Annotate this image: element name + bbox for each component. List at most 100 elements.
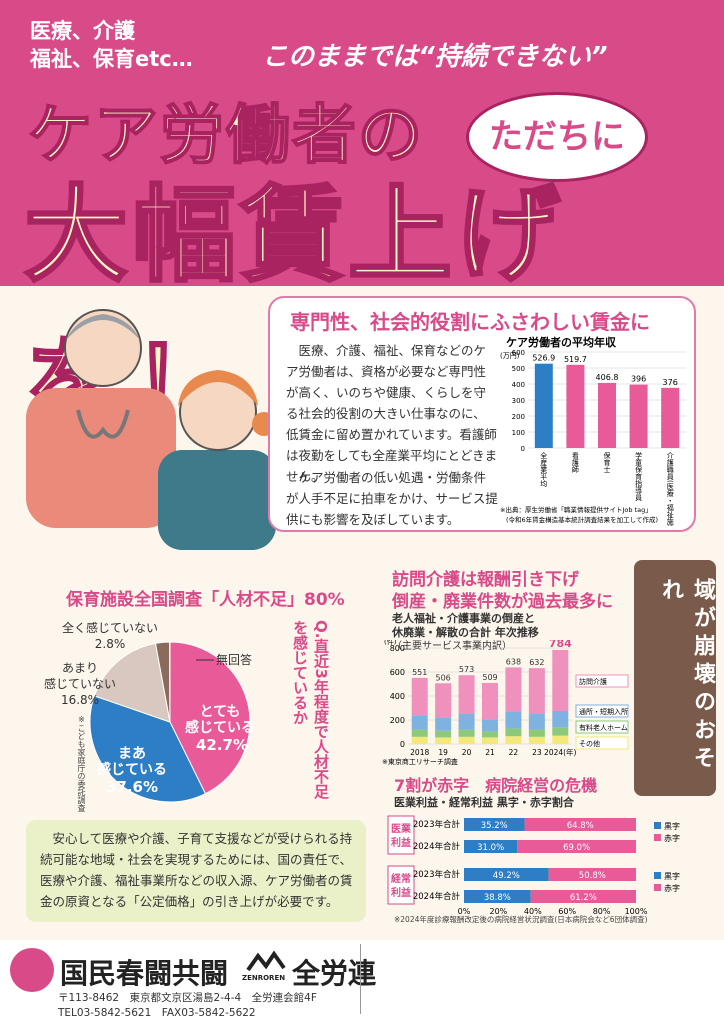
stack-legend-box	[575, 674, 629, 688]
hospital-row-label: 2024年合計	[413, 841, 461, 852]
nurse-hair	[66, 314, 140, 340]
stack-segment	[435, 717, 452, 731]
stack-segment	[435, 730, 452, 738]
wage-category-label: 全産業平均	[540, 451, 548, 488]
stack-y-tick: 400	[390, 692, 405, 701]
hospital-chart: 医業 利益 2023年合計 35.2% 64.8% 2024年合計 31.0% 69.0% 黒字…	[386, 810, 712, 918]
hospital-group-box	[387, 815, 415, 855]
wage-bar	[534, 363, 553, 448]
pie-label-notmuch2: 感じていない	[44, 676, 116, 691]
stack-total-label: 632	[529, 658, 544, 667]
stack-segment	[552, 649, 569, 711]
pie-question: Q.直近3年程度で人材不足を感じているか	[291, 620, 330, 799]
hospital-bar-red	[548, 868, 636, 881]
stack-segment	[528, 668, 545, 714]
stack-x-tick: 21	[485, 748, 495, 757]
wage-chart: ケア労働者の平均年収 (万円) 600 500 400 300 200 100 0 526.9 全産…	[500, 335, 690, 542]
footer-divider	[360, 944, 361, 1014]
wage-value-label: 519.7	[564, 355, 587, 364]
shortage-pie-svg: とても感じている42.7%まあ感じている37.6%あまり感じていない16.8%全…	[44, 620, 255, 803]
wage-y-unit: (万円)	[500, 352, 520, 360]
stethoscope-icon	[76, 409, 130, 439]
wage-y-tick: 200	[512, 413, 525, 421]
hospital-bar-black	[464, 840, 518, 853]
pie-value-notmuch: 16.8%	[61, 693, 99, 707]
hospital-x-tick: 100%	[625, 907, 648, 916]
pie-value-very: 42.7%	[196, 736, 248, 754]
homecare-chart-heading: 老人福祉・介護事業の倒産と 休廃業・解散の合計 年次推移 （主要サービス事業内訳…	[392, 612, 539, 654]
stack-y-tick: 800	[390, 644, 405, 653]
stack-segment	[505, 736, 522, 744]
homecare-title-main: 訪問介護は報酬引き下げ	[392, 570, 579, 590]
stack-legend-label: 有料老人ホーム	[579, 723, 628, 732]
stack-total-label: 784	[549, 640, 572, 650]
stack-segment	[411, 715, 428, 730]
shortage-pie: とても 感じている 42.7% まあ 感じている 37.6% あまり 感じていない 16.8% 全…	[20, 612, 340, 812]
stack-segment	[528, 729, 545, 737]
header-category-line2: 福祉、保育etc…	[30, 47, 193, 71]
hospital-row-label: 2023年合計	[413, 819, 461, 830]
nurse-face	[64, 309, 142, 387]
wage-value-label: 406.8	[596, 373, 619, 382]
zenroren-mark: ZENROREN	[242, 974, 286, 982]
wage-y-tick: 500	[512, 365, 525, 373]
header-title-line2: 大幅賃上げを！	[23, 173, 565, 449]
hospital-subtitle: 医業利益・経常利益 黒字・赤字割合	[394, 796, 574, 809]
stack-segment	[411, 729, 428, 737]
pie-slice	[169, 641, 251, 795]
care-workers-art	[26, 309, 276, 550]
stack-legend-box	[575, 704, 629, 718]
speech-bubble: ただちに	[466, 92, 648, 182]
stack-segment	[552, 735, 569, 744]
stack-segment	[482, 682, 498, 720]
wage-chart-svg: ケア労働者の平均年収 (万円)600 500 400 300 200 100 0 526.9 全産…	[500, 335, 686, 542]
stack-segment	[482, 737, 498, 744]
side-note-text: このままでは地域が崩壊のおそれ	[658, 578, 724, 774]
stack-segment	[505, 667, 522, 712]
stack-segment	[505, 728, 522, 737]
wage-category-label: 看護師	[571, 452, 579, 474]
stack-segment	[435, 737, 452, 744]
stack-x-tick: 20	[462, 748, 472, 757]
worker-hair	[178, 370, 258, 406]
hospital-group-label2: 利益	[391, 886, 411, 899]
homecare-title-sub: 倒産・廃業件数が過去最多に	[392, 592, 613, 612]
wage-y-tick: 100	[512, 429, 525, 437]
org-name-zenroren: 全労連	[292, 957, 377, 990]
homecare-chart-title3: （主要サービス事業内訳）	[392, 641, 512, 652]
wage-bar	[661, 387, 680, 448]
hospital-legend-label: 黒字	[664, 871, 680, 881]
pie-slice	[89, 695, 207, 803]
pie-slice	[93, 642, 171, 723]
stack-segment	[411, 736, 428, 744]
worker-uniform	[158, 450, 276, 550]
stack-segment	[528, 713, 545, 729]
hospital-black-label: 35.2%	[481, 821, 508, 831]
wage-y-tick: 400	[512, 381, 525, 389]
header-category-line1: 医療、介護	[30, 19, 135, 43]
panel-paragraph2: ケア労働者の低い処遇・労働条件が人手不足に拍車をかけ、サービス提供にも影響を及ぼ…	[286, 470, 498, 527]
hospital-bar-black	[464, 890, 531, 903]
stack-x-tick: 22	[509, 748, 519, 757]
wage-category-label: 介護職員(医療・福祉施設等)	[666, 452, 674, 526]
pie-value-notatall: 2.8%	[95, 637, 126, 651]
pie-label-notmuch: あまり	[62, 661, 98, 675]
wage-y-tick: 0	[521, 445, 525, 453]
stack-segment	[458, 729, 475, 737]
stack-total-label: 551	[412, 668, 427, 677]
stack-segment	[458, 714, 475, 730]
hospital-red-label: 61.2%	[570, 893, 597, 903]
stack-total-label: 638	[506, 657, 521, 666]
pie-label-notatall: 全く感じていない	[62, 620, 158, 635]
pie-label-somewhat: まあ	[118, 746, 146, 762]
stack-legend-label: その他	[579, 739, 600, 748]
hospital-red-label: 50.8%	[579, 871, 606, 881]
hospital-bar-black	[464, 868, 549, 881]
hospital-x-tick: 20%	[490, 907, 508, 916]
stack-segment	[411, 677, 428, 716]
pie-slice	[168, 641, 171, 723]
stack-total-label: 506	[436, 673, 451, 682]
wage-value-label: 526.9	[532, 354, 555, 363]
stack-x-tick: 2018	[410, 748, 429, 757]
